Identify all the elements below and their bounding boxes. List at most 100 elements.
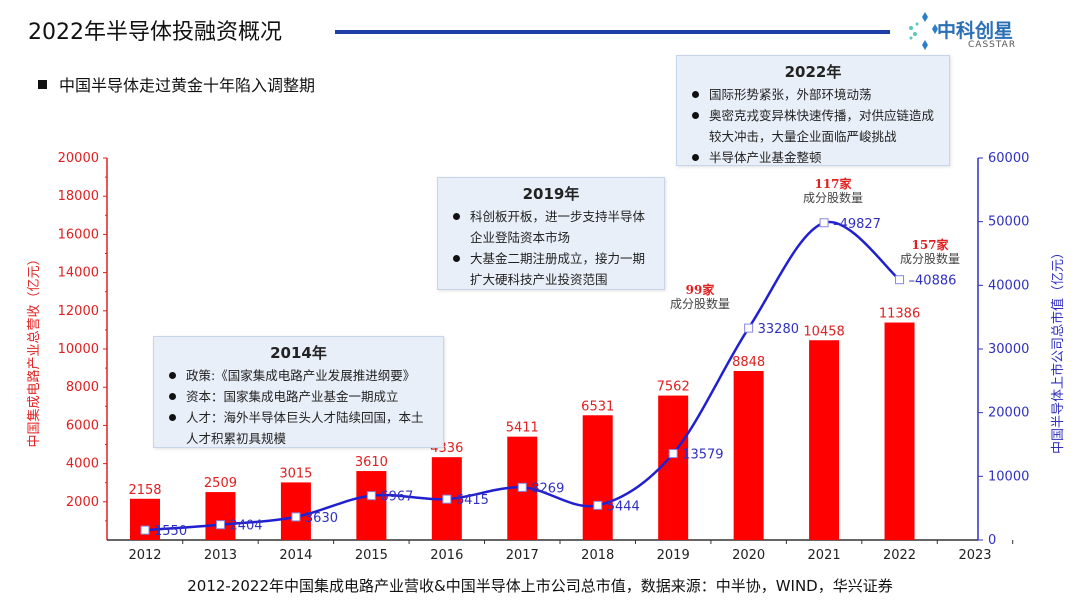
box-item: 资本：国家集成电路产业基金一期成立 bbox=[164, 386, 433, 407]
logo: 中科创星 CASSTAR bbox=[905, 10, 1075, 55]
box-item: 人才：海外半导体巨头人才陆续回国，本土人才积累初具规模 bbox=[164, 407, 433, 449]
bar bbox=[884, 322, 915, 540]
right-tick-label: 40000 bbox=[988, 278, 1029, 293]
line-label: –49827 bbox=[833, 217, 881, 232]
line-label: 5444 bbox=[607, 499, 640, 514]
bar-label: 2509 bbox=[204, 476, 237, 491]
line-label: 3630 bbox=[305, 511, 338, 526]
bar-label: 3015 bbox=[279, 466, 312, 481]
box-title: 2022年 bbox=[784, 63, 842, 81]
annotation-box-2022: 2022年 国际形势紧张，外部环境动荡 奥密克戎变异株快速传播，对供应链造成较大冲… bbox=[676, 55, 950, 166]
x-tick-label: 2016 bbox=[430, 548, 463, 563]
bar-label: 7562 bbox=[657, 380, 690, 395]
x-tick-label: 2018 bbox=[581, 548, 614, 563]
left-tick-label: 8000 bbox=[66, 380, 99, 395]
line-label: 6415 bbox=[456, 493, 489, 508]
left-tick-label: 20000 bbox=[58, 151, 99, 166]
right-tick-label: 0 bbox=[988, 533, 996, 548]
bar-label: 6531 bbox=[581, 399, 614, 414]
line-label: 6967 bbox=[380, 490, 413, 505]
page-title: 2022年半导体投融资概况 bbox=[28, 20, 282, 45]
bar bbox=[205, 492, 236, 540]
box-item: 半导体产业基金整顿 bbox=[687, 147, 939, 168]
bar-label: 11386 bbox=[879, 307, 920, 322]
annotation-box-2019: 2019年 科创板开板，进一步支持半导体企业登陆资本市场 大基金二期注册成立，接力… bbox=[437, 177, 665, 290]
bar bbox=[356, 471, 387, 540]
bar bbox=[809, 340, 840, 540]
left-tick-label: 14000 bbox=[58, 266, 99, 281]
left-tick-label: 12000 bbox=[58, 304, 99, 319]
box-item: 奥密克戎变异株快速传播，对供应链造成较大冲击，大量企业面临严峻挑战 bbox=[687, 105, 939, 147]
right-tick-label: 60000 bbox=[988, 151, 1029, 166]
line-marker bbox=[215, 520, 225, 530]
left-tick-label: 4000 bbox=[66, 457, 99, 472]
right-tick-label: 50000 bbox=[988, 215, 1029, 230]
count-label: 成分股数量 bbox=[802, 191, 863, 205]
left-tick-label: 2000 bbox=[66, 495, 99, 510]
bar-label: 5411 bbox=[506, 421, 539, 436]
x-tick-label: 2013 bbox=[204, 548, 237, 563]
right-tick-label: 20000 bbox=[988, 406, 1029, 421]
x-tick-label: 2019 bbox=[657, 548, 690, 563]
annotation-box-2014: 2014年 政策:《国家集成电路产业发展推进纲要》 资本：国家集成电路产业基金一期… bbox=[153, 336, 444, 448]
line-marker bbox=[744, 323, 754, 333]
right-tick-label: 10000 bbox=[988, 469, 1029, 484]
x-tick-label: 2022 bbox=[883, 548, 916, 563]
count: 117家 bbox=[814, 177, 852, 191]
line-marker bbox=[517, 482, 527, 492]
box-item: 科创板开板，进一步支持半导体企业登陆资本市场 bbox=[448, 206, 654, 248]
constituent-count-2022: 157家 成分股数量 bbox=[880, 238, 980, 266]
box-item: 大基金二期注册成立，接力一期扩大硬科技产业投资范围 bbox=[448, 248, 654, 290]
count-label: 成分股数量 bbox=[899, 252, 960, 266]
title-rule bbox=[335, 30, 890, 34]
bar-label: 3610 bbox=[355, 455, 388, 470]
x-tick-label: 2017 bbox=[506, 548, 539, 563]
left-axis-title: 中国集成电路产业总营收（亿元） bbox=[26, 252, 42, 447]
left-tick-label: 10000 bbox=[58, 342, 99, 357]
right-tick-label: 30000 bbox=[988, 342, 1029, 357]
count: 157家 bbox=[911, 238, 949, 252]
section-heading: 中国半导体走过黄金十年陷入调整期 bbox=[38, 72, 315, 96]
line-label: 33280 bbox=[758, 322, 799, 337]
box-item: 政策:《国家集成电路产业发展推进纲要》 bbox=[164, 365, 433, 386]
bar bbox=[280, 482, 311, 540]
left-tick-label: 6000 bbox=[66, 418, 99, 433]
box-title: 2019年 bbox=[522, 185, 580, 203]
bar-label: 8848 bbox=[732, 355, 765, 370]
line-marker bbox=[593, 500, 603, 510]
left-tick-label: 16000 bbox=[58, 227, 99, 242]
market-cap-line bbox=[144, 220, 901, 532]
bar-label: 2158 bbox=[128, 483, 161, 498]
left-tick-label: 18000 bbox=[58, 189, 99, 204]
line-marker bbox=[366, 491, 376, 501]
box-title: 2014年 bbox=[270, 344, 327, 362]
right-axis-title: 中国半导体上市公司总市值（亿元） bbox=[1050, 246, 1066, 454]
bar bbox=[582, 415, 613, 540]
box-item: 国际形势紧张，外部环境动荡 bbox=[687, 84, 939, 105]
bar bbox=[658, 395, 689, 540]
line-label: 1550 bbox=[154, 524, 187, 539]
line-label: 13579 bbox=[682, 448, 723, 463]
count: 99家 bbox=[685, 283, 715, 297]
line-marker bbox=[442, 494, 452, 504]
x-tick-label: 2021 bbox=[808, 548, 841, 563]
x-tick-label: 2020 bbox=[732, 548, 765, 563]
constituent-count-2021: 117家 成分股数量 bbox=[783, 177, 883, 205]
logo-subtext: CASSTAR bbox=[968, 40, 1017, 50]
x-tick-label: 2014 bbox=[279, 548, 312, 563]
line-label: 8269 bbox=[531, 481, 564, 496]
count-label: 成分股数量 bbox=[669, 297, 730, 311]
line-label: –40886 bbox=[909, 274, 957, 289]
line-marker bbox=[291, 512, 301, 522]
line-label: 2404 bbox=[229, 519, 262, 534]
logo-icon bbox=[909, 12, 938, 50]
constituent-count-2019: 99家 成分股数量 bbox=[650, 283, 750, 311]
line-marker bbox=[895, 275, 905, 285]
chart-caption: 2012-2022年中国集成电路产业营收&中国半导体上市公司总市值，数据来源：中… bbox=[187, 577, 893, 595]
x-tick-label: 2012 bbox=[128, 548, 161, 563]
section-heading-text: 中国半导体走过黄金十年陷入调整期 bbox=[59, 76, 316, 95]
bar bbox=[733, 371, 764, 540]
x-tick-label: 2023 bbox=[958, 548, 991, 563]
line-marker bbox=[668, 449, 678, 459]
